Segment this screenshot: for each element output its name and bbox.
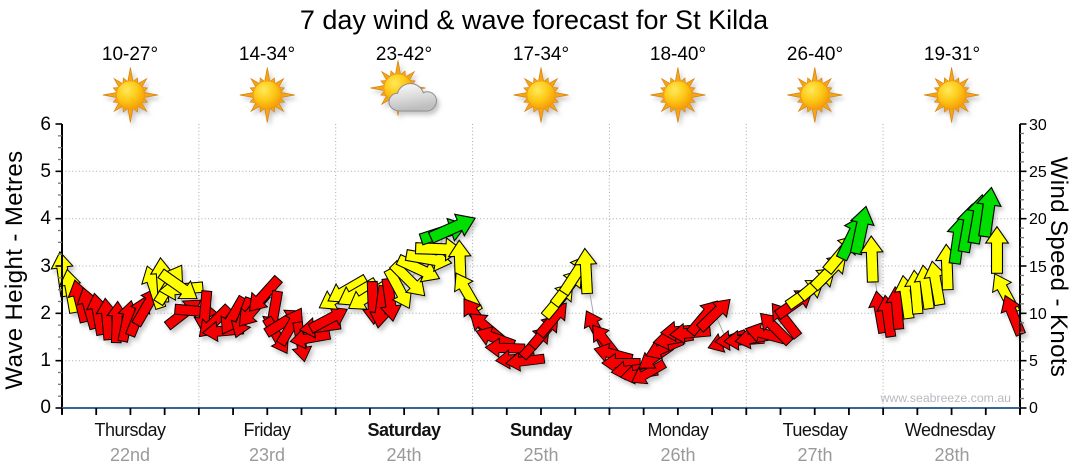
- svg-text:23-42°: 23-42°: [376, 44, 432, 65]
- svg-text:26-40°: 26-40°: [787, 44, 843, 65]
- svg-text:Monday: Monday: [647, 420, 709, 440]
- svg-text:Tuesday: Tuesday: [783, 420, 848, 440]
- svg-text:10-27°: 10-27°: [102, 44, 158, 65]
- svg-text:30: 30: [1029, 117, 1047, 134]
- svg-text:22nd: 22nd: [110, 445, 150, 465]
- svg-text:25: 25: [1029, 164, 1047, 181]
- svg-text:18-40°: 18-40°: [650, 44, 706, 65]
- svg-text:3: 3: [40, 256, 51, 277]
- svg-text:14-34°: 14-34°: [239, 44, 295, 65]
- svg-text:23rd: 23rd: [249, 445, 285, 465]
- svg-text:Sunday: Sunday: [510, 420, 573, 440]
- svg-text:Saturday: Saturday: [367, 420, 441, 440]
- svg-text:15: 15: [1029, 259, 1047, 276]
- svg-text:26th: 26th: [660, 445, 695, 465]
- svg-text:27th: 27th: [797, 445, 832, 465]
- svg-text:2: 2: [40, 303, 51, 324]
- svg-text:Wind Speed - Knots: Wind Speed - Knots: [1045, 157, 1072, 378]
- svg-text:Thursday: Thursday: [94, 420, 166, 440]
- svg-text:7 day wind & wave forecast for: 7 day wind & wave forecast for St Kilda: [300, 5, 769, 35]
- svg-text:0: 0: [40, 397, 51, 418]
- svg-text:20: 20: [1029, 211, 1047, 228]
- svg-text:19-31°: 19-31°: [924, 44, 980, 65]
- svg-text:4: 4: [40, 208, 51, 229]
- svg-text:5: 5: [40, 161, 51, 182]
- svg-text:24th: 24th: [386, 445, 421, 465]
- svg-text:28th: 28th: [934, 445, 969, 465]
- svg-text:5: 5: [1029, 353, 1038, 370]
- svg-text:25th: 25th: [523, 445, 558, 465]
- svg-text:1: 1: [40, 350, 51, 371]
- svg-text:0: 0: [1029, 400, 1038, 417]
- svg-text:www.seabreeze.com.au: www.seabreeze.com.au: [879, 391, 1011, 405]
- svg-text:6: 6: [40, 114, 51, 135]
- svg-text:10: 10: [1029, 306, 1047, 323]
- svg-text:17-34°: 17-34°: [513, 44, 569, 65]
- svg-text:Friday: Friday: [243, 420, 291, 440]
- svg-text:Wednesday: Wednesday: [905, 420, 996, 440]
- svg-text:Wave Height - Metres: Wave Height - Metres: [1, 150, 28, 389]
